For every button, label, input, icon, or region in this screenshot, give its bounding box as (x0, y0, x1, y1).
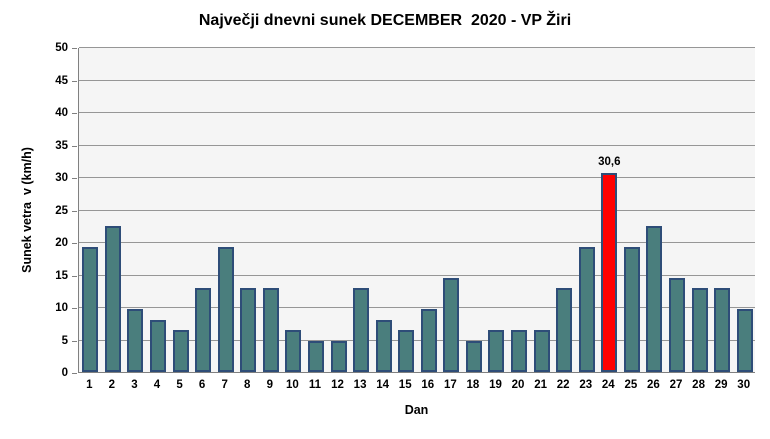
xtick-label-20: 20 (511, 379, 525, 391)
ytick-mark-25 (72, 210, 77, 212)
bar-day-18 (465, 341, 482, 372)
bar-day-22 (556, 288, 573, 372)
xtick-label-24: 24 (601, 379, 615, 391)
gridline-20 (79, 242, 755, 243)
ytick-label-15: 15 (55, 269, 68, 282)
xtick-label-9: 9 (266, 379, 274, 391)
gridline-5 (79, 339, 755, 341)
ytick-label-20: 20 (55, 237, 68, 249)
ytick-mark-10 (72, 308, 77, 309)
xtick-label-4: 4 (153, 379, 161, 391)
bar-day-25 (623, 247, 640, 372)
bar-day-6 (195, 288, 212, 372)
bar-day-16 (420, 309, 437, 372)
xtick-label-14: 14 (376, 379, 390, 391)
ytick-mark-45 (72, 80, 77, 82)
bar-day-7 (217, 247, 234, 372)
xtick-label-26: 26 (647, 379, 660, 391)
ytick-mark-15 (72, 275, 77, 277)
ytick-label-5: 5 (61, 334, 68, 347)
ytick-label-45: 45 (55, 74, 68, 87)
gridline-50 (79, 47, 755, 48)
xtick-label-18: 18 (466, 379, 480, 391)
xtick-label-17: 17 (443, 379, 457, 391)
bar-day-23 (578, 247, 595, 372)
bar-day-20 (511, 330, 528, 372)
xtick-label-19: 19 (489, 379, 502, 391)
xtick-label-30: 30 (737, 379, 751, 391)
gridline-15 (79, 274, 755, 276)
ytick-mark-30 (72, 178, 77, 179)
bar-day-10 (285, 330, 302, 372)
bar-day-29 (714, 288, 731, 372)
bar-day-19 (488, 330, 505, 372)
bar-day-8 (240, 288, 257, 372)
gridline-10 (79, 307, 755, 308)
gridline-30 (79, 177, 755, 178)
bar-day-26 (646, 226, 663, 372)
gridline-25 (79, 209, 755, 211)
xtick-label-27: 27 (669, 379, 683, 391)
xtick-label-1: 1 (86, 379, 93, 391)
xtick-label-21: 21 (534, 379, 547, 391)
bar-day-12 (330, 341, 347, 372)
xtick-label-28: 28 (692, 379, 705, 391)
xtick-label-5: 5 (176, 379, 183, 391)
bar-day-2 (104, 226, 121, 372)
xtick-label-22: 22 (556, 379, 570, 391)
xtick-label-8: 8 (244, 379, 251, 391)
x-axis-tick-labels: 1 2 3 4 5 6 7 8 9 10 11 12 13 14 15 16 17 18 19 20 21 22 23 24 2… (78, 379, 755, 394)
x-axis-title: Dan (404, 403, 429, 417)
xtick-label-23: 23 (579, 379, 593, 391)
bar-day-1 (82, 247, 99, 372)
chart-title: Največji dnevni sunek DECEMBER 2020 - VP… (198, 12, 572, 29)
bar-day-21 (533, 330, 550, 372)
ytick-label-35: 35 (55, 139, 68, 152)
bar-day-11 (307, 341, 324, 372)
gridline-45 (79, 79, 755, 81)
data-label-day-24: 30,6 (598, 156, 621, 169)
xtick-label-2: 2 (108, 379, 116, 391)
bar-day-3 (127, 309, 144, 372)
gridline-40 (79, 112, 755, 113)
bar-highlight-day-24 (601, 173, 618, 372)
bar-day-4 (149, 320, 166, 372)
bar-day-9 (262, 288, 279, 372)
ytick-mark-40 (72, 113, 77, 114)
bar-day-5 (172, 330, 189, 372)
bar-day-28 (691, 288, 708, 372)
xtick-label-11: 11 (308, 379, 322, 391)
xtick-label-25: 25 (624, 379, 638, 391)
ytick-label-40: 40 (55, 107, 68, 119)
ytick-mark-50 (72, 48, 77, 49)
ytick-mark-20 (72, 243, 77, 244)
ytick-label-50: 50 (55, 42, 68, 54)
xtick-label-15: 15 (398, 379, 412, 391)
ytick-label-0: 0 (61, 367, 68, 379)
xtick-label-12: 12 (331, 379, 344, 391)
plot-area: 30,6 (78, 47, 755, 373)
xtick-label-10: 10 (285, 379, 299, 391)
bar-day-30 (736, 309, 753, 372)
ytick-label-25: 25 (55, 204, 68, 217)
xtick-label-3: 3 (131, 379, 138, 391)
xtick-label-6: 6 (198, 379, 206, 391)
bar-day-15 (398, 330, 415, 372)
xtick-label-16: 16 (421, 379, 435, 391)
bar-day-13 (353, 288, 370, 372)
gridline-35 (79, 144, 755, 146)
ytick-label-10: 10 (55, 302, 68, 314)
bar-day-17 (443, 278, 460, 372)
xtick-label-29: 29 (714, 379, 728, 391)
ytick-mark-0 (72, 373, 77, 374)
y-axis: 0 5 10 15 20 25 30 35 40 45 50 (0, 42, 78, 379)
bar-day-27 (669, 278, 686, 372)
bar-day-14 (375, 320, 392, 372)
ytick-label-30: 30 (55, 172, 68, 184)
xtick-label-13: 13 (353, 379, 367, 391)
ytick-mark-35 (72, 145, 77, 147)
ytick-mark-5 (72, 340, 77, 342)
xtick-label-7: 7 (221, 379, 228, 391)
